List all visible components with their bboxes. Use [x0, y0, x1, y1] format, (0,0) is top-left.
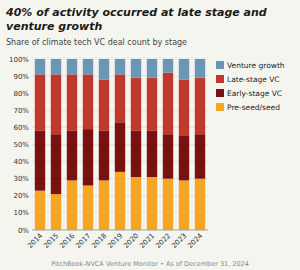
legend-swatch: [216, 103, 224, 111]
bar: [115, 172, 125, 230]
y-tick-label: 80%: [13, 90, 29, 98]
bar: [195, 179, 205, 230]
bar: [179, 180, 189, 230]
y-tick-label: 70%: [13, 107, 29, 115]
bar: [131, 78, 141, 131]
x-tick-label: 2024: [186, 231, 205, 250]
legend-label: Early-stage VC: [227, 89, 282, 98]
bar: [51, 74, 61, 134]
bar: [67, 180, 77, 230]
chart: 40% of activity occurred at late stage a…: [0, 0, 300, 270]
bar: [67, 131, 77, 181]
legend-swatch: [216, 89, 224, 97]
bar: [67, 59, 77, 74]
bars: [35, 59, 205, 230]
x-tick-label: 2023: [170, 232, 188, 250]
bar: [131, 177, 141, 230]
bar: [195, 78, 205, 134]
y-tick-label: 40%: [13, 158, 29, 166]
bar: [179, 80, 189, 136]
y-tick-label: 0%: [18, 227, 29, 235]
bar: [163, 134, 173, 178]
y-tick-label: 30%: [13, 175, 29, 183]
x-tick-label: 2019: [106, 232, 124, 250]
bar: [83, 186, 93, 230]
bar: [115, 122, 125, 172]
x-tick-label: 2014: [26, 231, 45, 250]
bar: [179, 136, 189, 180]
y-tick-label: 90%: [13, 73, 29, 81]
bar: [163, 73, 173, 135]
bar: [99, 180, 109, 230]
x-tick-label: 2022: [154, 232, 172, 250]
bar: [147, 78, 157, 131]
bar: [51, 134, 61, 194]
title-line: venture growth: [6, 20, 103, 33]
bar: [147, 177, 157, 230]
bar: [35, 191, 45, 230]
bar: [83, 129, 93, 185]
bar: [83, 59, 93, 74]
title: 40% of activity occurred at late stage a…: [5, 6, 267, 33]
bar: [131, 59, 141, 78]
x-tick-label: 2015: [42, 232, 60, 250]
y-tick-label: 20%: [13, 192, 29, 200]
x-tick-label: 2017: [74, 232, 92, 250]
x-tick-label: 2021: [138, 232, 156, 250]
legend-label: Pre-seed/seed: [227, 103, 280, 112]
x-tick-label: 2020: [122, 232, 140, 250]
bar: [35, 74, 45, 130]
grid-line: [32, 230, 208, 231]
subtitle: Share of climate tech VC deal count by s…: [6, 38, 187, 47]
bar: [51, 59, 61, 74]
legend-swatch: [216, 75, 224, 83]
bar: [67, 74, 77, 130]
bar: [99, 131, 109, 181]
bar: [35, 131, 45, 191]
x-tick-label: 2018: [90, 232, 108, 250]
bar: [195, 59, 205, 78]
footnote: PitchBook-NVCA Venture Monitor • As of D…: [51, 260, 249, 268]
x-axis: [32, 230, 208, 231]
bar: [131, 131, 141, 177]
bar: [147, 131, 157, 177]
x-tick-label: 2016: [58, 231, 77, 250]
y-tick-label: 50%: [13, 141, 29, 149]
legend-label: Late-stage VC: [227, 75, 280, 84]
bar: [179, 59, 189, 80]
bar: [163, 179, 173, 230]
y-tick-label: 10%: [13, 209, 29, 217]
bar: [83, 74, 93, 129]
legend-swatch: [216, 61, 224, 69]
bar: [195, 134, 205, 178]
bar: [35, 59, 45, 74]
bar: [51, 194, 61, 230]
bar: [163, 59, 173, 73]
bar: [99, 59, 109, 80]
y-tick-label: 60%: [13, 124, 29, 132]
bar: [99, 80, 109, 131]
bar: [115, 59, 125, 74]
y-tick-label: 100%: [9, 56, 29, 64]
title-line: 40% of activity occurred at late stage a…: [5, 6, 267, 19]
bar: [147, 59, 157, 78]
legend-label: Venture growth: [227, 61, 285, 70]
bar: [115, 74, 125, 122]
